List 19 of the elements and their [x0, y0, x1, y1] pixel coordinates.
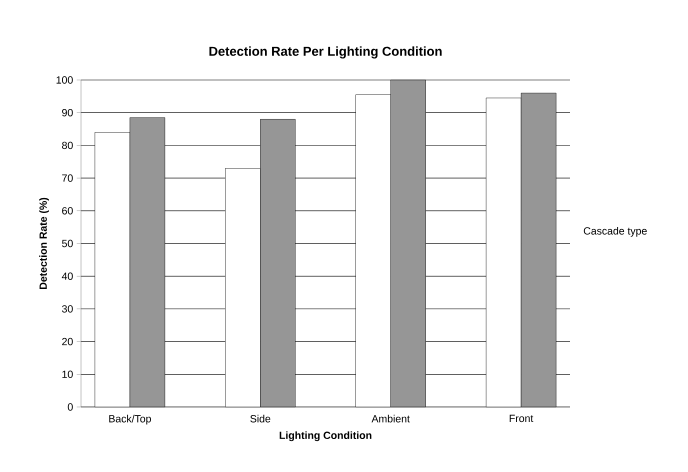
y-tick-label: 40 [62, 272, 73, 280]
y-tick-label: 20 [62, 338, 73, 346]
x-tick-label: Ambient [372, 414, 410, 422]
x-tick-label: Back/Top [109, 414, 151, 425]
x-tick-label: Front [510, 414, 534, 422]
y-axis-title: Detection Rate (%) [39, 198, 49, 289]
y-tick-label: 50 [62, 240, 73, 248]
chart-title: Detection Rate Per Lighting Condition [209, 46, 442, 58]
y-tick-label: 0 [68, 403, 73, 411]
y-tick-label: 80 [62, 142, 73, 150]
y-tick-label: 60 [62, 207, 73, 214]
y-tick-label: 30 [62, 305, 73, 313]
y-tick-label: 100 [56, 76, 73, 84]
y-tick-label: 90 [62, 108, 73, 116]
y-tick-label: 10 [62, 370, 73, 378]
y-tick-label: 70 [62, 174, 73, 182]
x-tick-label: Side [250, 414, 270, 422]
x-axis-title: Lighting Condition [280, 431, 372, 442]
legend-title: Cascade type [584, 226, 647, 237]
